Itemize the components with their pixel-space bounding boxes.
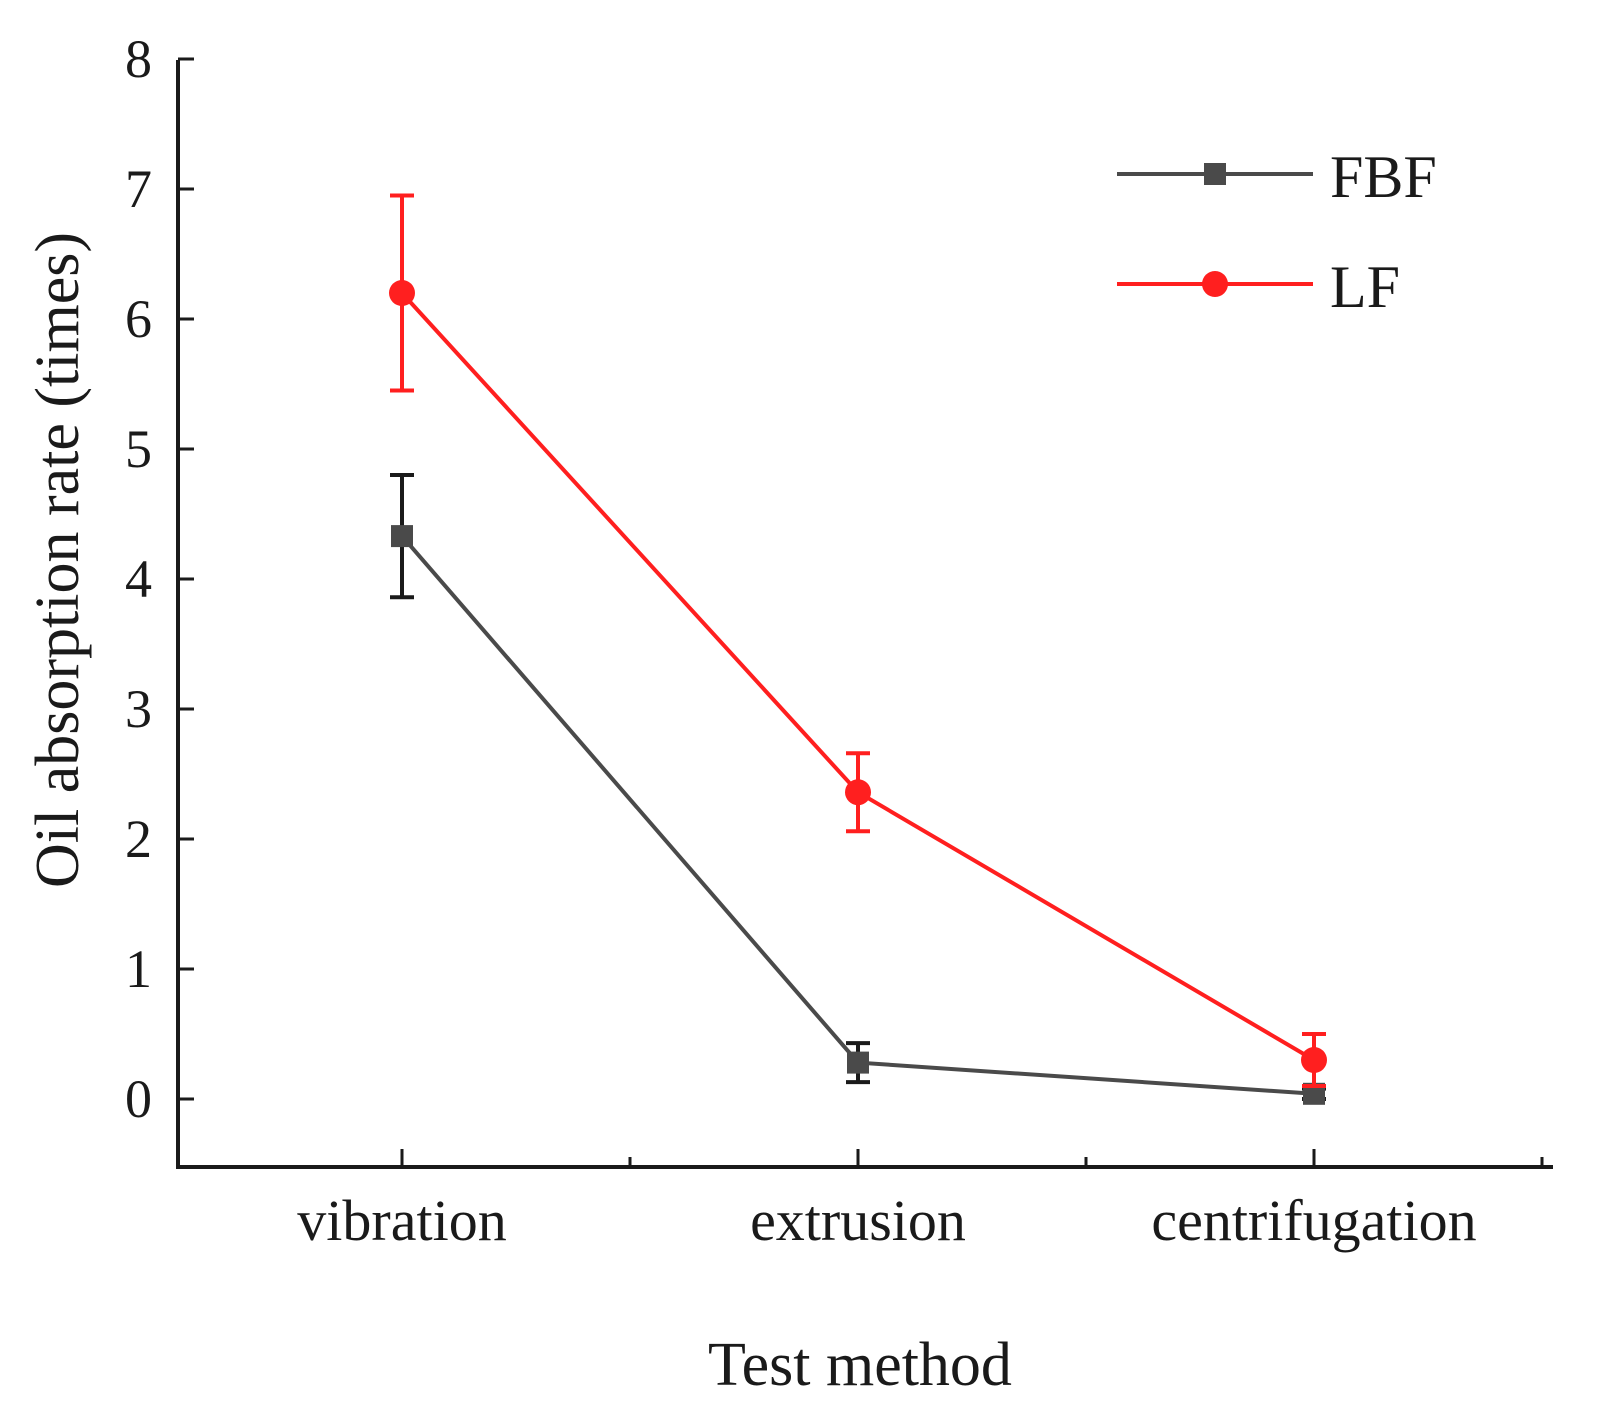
data-point-square — [1303, 1082, 1325, 1105]
x-axis: vibration extrusion centrifugation — [176, 1149, 1553, 1253]
x-tick-label: extrusion — [750, 1188, 966, 1253]
legend: FBF LF — [1117, 144, 1437, 320]
y-tick-label: 0 — [125, 1069, 152, 1129]
y-tick-label: 5 — [125, 419, 152, 479]
legend-item-lf: LF — [1117, 254, 1400, 320]
legend-marker-circle-icon — [1202, 271, 1228, 297]
legend-item-fbf: FBF — [1117, 144, 1437, 210]
legend-marker-square-icon — [1204, 163, 1226, 185]
x-axis-title: Test method — [708, 1331, 1012, 1399]
y-tick-label: 8 — [125, 29, 152, 89]
data-point-square — [847, 1051, 869, 1074]
data-point-circle — [389, 280, 415, 306]
y-tick-label: 6 — [125, 289, 152, 349]
data-point-circle — [845, 779, 871, 806]
x-tick-label: centrifugation — [1151, 1188, 1476, 1253]
y-tick-label: 3 — [125, 679, 152, 739]
series-fbf — [390, 473, 1326, 1105]
y-axis-title: Oil absorption rate (times) — [24, 232, 92, 888]
legend-label-fbf: FBF — [1330, 144, 1437, 210]
y-tick-label: 1 — [125, 939, 152, 999]
series-lf — [389, 193, 1327, 1088]
legend-label-lf: LF — [1330, 254, 1400, 320]
data-point-square — [391, 525, 413, 548]
data-point-circle — [1301, 1047, 1327, 1073]
series-line-lf — [400, 291, 1316, 1062]
y-axis: 0 1 2 3 4 5 6 7 8 — [125, 29, 194, 1169]
y-tick-label: 4 — [125, 549, 152, 609]
y-tick-label: 2 — [125, 809, 152, 869]
x-tick-label: vibration — [297, 1188, 506, 1253]
y-tick-label: 7 — [125, 159, 152, 219]
series-layer — [389, 193, 1327, 1105]
x-ticks: vibration extrusion centrifugation — [297, 1149, 1544, 1253]
y-ticks: 0 1 2 3 4 5 6 7 8 — [125, 29, 194, 1129]
